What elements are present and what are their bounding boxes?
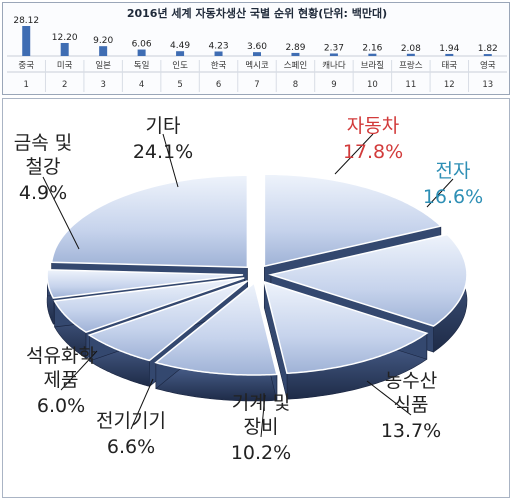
bar <box>291 52 300 56</box>
bar-value-label: 12.20 <box>52 33 78 43</box>
bar-value-label: 3.60 <box>247 42 267 52</box>
bar-rank-label: 3 <box>100 80 105 90</box>
bar-rank-label: 2 <box>62 80 67 90</box>
bar-category-label: 캐나다 <box>322 61 346 71</box>
bar-chart-title: 2016년 세계 자동차생산 국별 순위 현황(단위: 백만대) <box>127 6 387 20</box>
bar-rank-label: 4 <box>139 80 144 90</box>
bar-category-label: 미국 <box>57 61 73 71</box>
bar <box>368 53 377 56</box>
pie-slice-label: 기계 및 장비 10.2% <box>231 392 291 464</box>
bar-category-label: 독일 <box>134 61 150 71</box>
bar <box>137 49 146 56</box>
pie-slice-label: 석유화학 제품 6.0% <box>26 345 96 417</box>
pie-slice <box>268 233 468 327</box>
bar-rank-label: 13 <box>482 80 493 90</box>
bar <box>483 54 492 56</box>
bar-rank-label: 9 <box>331 80 336 90</box>
bar-value-label: 2.08 <box>401 44 421 54</box>
bar-category-label: 영국 <box>480 60 496 71</box>
pie-slice-label: 농수산 식품 13.7% <box>381 370 441 442</box>
bar-category-label: 프랑스 <box>399 60 423 71</box>
leader-line <box>366 380 412 416</box>
bar-value-label: 4.49 <box>170 41 190 51</box>
bar-chart-panel: 2016년 세계 자동차생산 국별 순위 현황(단위: 백만대) 28.12 중국… <box>2 2 510 95</box>
leader-line <box>162 133 179 188</box>
pie-slice <box>53 277 245 334</box>
bar-category-label: 한국 <box>211 61 227 71</box>
bar-rank-label: 6 <box>216 80 221 90</box>
bar-value-label: 1.94 <box>439 44 459 54</box>
bar-category-label: 일본 <box>95 61 111 71</box>
pie-slice <box>263 280 429 374</box>
leader-line <box>42 176 80 250</box>
leader-line <box>426 178 454 208</box>
bar-rank-label: 1 <box>24 80 29 90</box>
leader-line <box>334 133 374 175</box>
bar-value-label: 1.82 <box>478 44 498 54</box>
pie-slice-label: 기타 24.1% <box>133 115 193 163</box>
bar-category-label: 브라질 <box>361 60 384 71</box>
pie-slice <box>87 280 249 362</box>
bar-value-label: 2.89 <box>285 43 305 53</box>
bar <box>176 51 185 56</box>
bar-rank-label: 10 <box>367 80 378 90</box>
bar-value-label: 6.06 <box>132 40 152 50</box>
pie-slice-label: 전자 16.6% <box>423 160 483 208</box>
bar-category-label: 태국 <box>441 61 457 71</box>
bar-category-label: 멕시코 <box>245 60 269 71</box>
pie-slice-label: 자동차 17.8% <box>343 115 403 163</box>
pie-chart-panel: 자동차 17.8% 전자 16.6% 농수산 식품 13.7% 기계 및 장비 10.2% 전기기기… <box>2 98 510 498</box>
bar <box>253 52 261 56</box>
leader-line <box>260 394 266 438</box>
bar-rank-label: 11 <box>405 80 416 90</box>
bar-rank-label: 7 <box>254 80 259 90</box>
leader-line <box>60 350 98 391</box>
bar <box>214 51 223 56</box>
pie-slice-label: 금속 및 철강 4.9% <box>14 132 72 204</box>
pie-slice <box>154 281 278 376</box>
bar <box>22 26 31 56</box>
bar <box>99 46 108 56</box>
bar-value-label: 2.16 <box>362 44 382 54</box>
pie-slice-label: 전기기기 6.6% <box>96 410 166 458</box>
bar-chart: 2016년 세계 자동차생산 국별 순위 현황(단위: 백만대) 28.12 중국… <box>7 6 507 92</box>
bar-rank-label: 8 <box>293 80 298 90</box>
pie-chart: 자동차 17.8% 전자 16.6% 농수산 식품 13.7% 기계 및 장비 10.2% 전기기기… <box>14 115 483 464</box>
pie-slice <box>50 174 249 269</box>
pie-slice <box>46 269 244 299</box>
bar <box>329 53 338 56</box>
bar-category-label: 중국 <box>18 61 34 71</box>
bar-value-label: 4.23 <box>209 41 229 51</box>
bar-value-label: 9.20 <box>93 36 113 46</box>
bar <box>60 42 69 56</box>
bar-category-label: 스페인 <box>284 60 307 71</box>
leader-line <box>130 378 154 430</box>
bar <box>445 53 454 56</box>
bar-category-label: 인도 <box>172 60 188 71</box>
pie-slice <box>263 173 443 268</box>
bar-rank-label: 5 <box>177 80 182 90</box>
bar-rank-label: 12 <box>444 80 455 90</box>
bar-value-label: 2.37 <box>324 43 344 53</box>
bar <box>406 53 415 56</box>
bar-value-label: 28.12 <box>13 16 39 26</box>
